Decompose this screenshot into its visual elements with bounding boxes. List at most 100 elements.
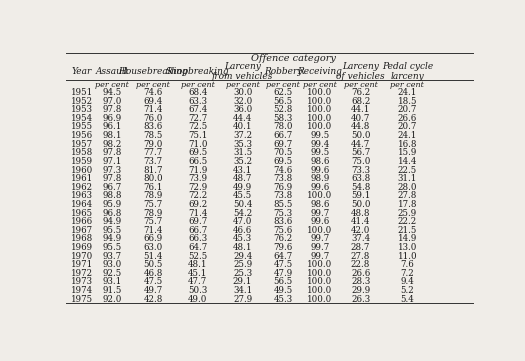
Text: 96.1: 96.1 (103, 122, 122, 131)
Text: 97.3: 97.3 (103, 166, 122, 174)
Text: 1975: 1975 (71, 295, 93, 304)
Text: 72.5: 72.5 (188, 122, 207, 131)
Text: 1964: 1964 (71, 200, 93, 209)
Text: 45.3: 45.3 (233, 234, 252, 243)
Text: 46.8: 46.8 (143, 269, 163, 278)
Text: 1968: 1968 (71, 234, 93, 243)
Text: 42.0: 42.0 (351, 226, 370, 235)
Text: 93.0: 93.0 (103, 260, 122, 269)
Text: 100.0: 100.0 (307, 226, 332, 235)
Text: 24.1: 24.1 (398, 88, 417, 97)
Text: 50.5: 50.5 (143, 260, 163, 269)
Text: 63.8: 63.8 (351, 174, 370, 183)
Text: 1973: 1973 (71, 277, 93, 286)
Text: 80.0: 80.0 (143, 174, 163, 183)
Text: 74.6: 74.6 (274, 166, 293, 174)
Text: 41.4: 41.4 (351, 217, 370, 226)
Text: per cent: per cent (391, 81, 424, 89)
Text: 20.7: 20.7 (398, 105, 417, 114)
Text: per cent: per cent (344, 81, 377, 89)
Text: 46.6: 46.6 (233, 226, 252, 235)
Text: 56.5: 56.5 (274, 97, 293, 106)
Text: 100.0: 100.0 (307, 114, 332, 123)
Text: 48.1: 48.1 (188, 260, 207, 269)
Text: 73.7: 73.7 (143, 157, 163, 166)
Text: 96.9: 96.9 (103, 114, 122, 123)
Text: Housebreaking: Housebreaking (118, 67, 188, 76)
Text: 28.3: 28.3 (351, 277, 370, 286)
Text: 52.8: 52.8 (274, 105, 293, 114)
Text: 99.5: 99.5 (310, 148, 330, 157)
Text: 92.5: 92.5 (103, 269, 122, 278)
Text: 1953: 1953 (71, 105, 93, 114)
Text: Robbery: Robbery (264, 67, 302, 76)
Text: Assault: Assault (96, 67, 129, 76)
Text: 47.7: 47.7 (188, 277, 207, 286)
Text: 99.5: 99.5 (310, 131, 330, 140)
Text: 1957: 1957 (71, 140, 93, 149)
Text: 36.0: 36.0 (233, 105, 252, 114)
Text: 75.7: 75.7 (143, 217, 163, 226)
Text: 54.8: 54.8 (351, 183, 370, 192)
Text: 95.9: 95.9 (103, 200, 122, 209)
Text: 52.5: 52.5 (188, 252, 207, 261)
Text: 5.2: 5.2 (401, 286, 414, 295)
Text: 1971: 1971 (71, 260, 93, 269)
Text: 26.6: 26.6 (351, 269, 370, 278)
Text: 99.6: 99.6 (310, 166, 330, 174)
Text: 7.2: 7.2 (401, 269, 414, 278)
Text: 95.5: 95.5 (103, 226, 122, 235)
Text: 31.1: 31.1 (398, 174, 417, 183)
Text: 7.6: 7.6 (401, 260, 414, 269)
Text: 94.5: 94.5 (103, 88, 122, 97)
Text: 76.1: 76.1 (143, 183, 163, 192)
Text: 21.5: 21.5 (398, 226, 417, 235)
Text: 76.9: 76.9 (274, 183, 293, 192)
Text: 22.2: 22.2 (398, 217, 417, 226)
Text: 47.9: 47.9 (274, 269, 293, 278)
Text: 96.7: 96.7 (103, 183, 122, 192)
Text: 91.5: 91.5 (103, 286, 122, 295)
Text: 68.2: 68.2 (351, 97, 370, 106)
Text: 44.7: 44.7 (351, 140, 370, 149)
Text: 66.9: 66.9 (143, 234, 163, 243)
Text: 14.4: 14.4 (398, 157, 417, 166)
Text: 100.0: 100.0 (307, 88, 332, 97)
Text: 75.1: 75.1 (188, 131, 207, 140)
Text: 29.9: 29.9 (351, 286, 370, 295)
Text: 71.4: 71.4 (143, 226, 163, 235)
Text: 54.2: 54.2 (233, 209, 252, 218)
Text: Year: Year (72, 67, 92, 76)
Text: Receiving: Receiving (298, 67, 342, 76)
Text: 1967: 1967 (71, 226, 93, 235)
Text: 99.7: 99.7 (310, 252, 330, 261)
Text: 99.4: 99.4 (310, 140, 330, 149)
Text: 63.3: 63.3 (188, 97, 207, 106)
Text: 72.9: 72.9 (188, 183, 207, 192)
Text: per cent: per cent (96, 81, 129, 89)
Text: 1974: 1974 (71, 286, 93, 295)
Text: 69.7: 69.7 (188, 217, 207, 226)
Text: 81.7: 81.7 (143, 166, 163, 174)
Text: 49.7: 49.7 (143, 286, 163, 295)
Text: 1955: 1955 (71, 122, 93, 131)
Text: 94.9: 94.9 (103, 217, 122, 226)
Text: 73.9: 73.9 (188, 174, 207, 183)
Text: 1952: 1952 (71, 97, 93, 106)
Text: 75.6: 75.6 (274, 226, 293, 235)
Text: 14.9: 14.9 (398, 234, 417, 243)
Text: Offence category: Offence category (251, 54, 336, 62)
Text: 44.4: 44.4 (233, 114, 252, 123)
Text: per cent: per cent (303, 81, 337, 89)
Text: 100.0: 100.0 (307, 122, 332, 131)
Text: 70.5: 70.5 (274, 148, 293, 157)
Text: 76.2: 76.2 (351, 88, 370, 97)
Text: 35.2: 35.2 (233, 157, 252, 166)
Text: 94.9: 94.9 (103, 234, 122, 243)
Text: 48.8: 48.8 (351, 209, 370, 218)
Text: 69.7: 69.7 (274, 140, 293, 149)
Text: 1959: 1959 (71, 157, 93, 166)
Text: 79.6: 79.6 (274, 243, 293, 252)
Text: 59.1: 59.1 (351, 191, 370, 200)
Text: 56.7: 56.7 (351, 148, 370, 157)
